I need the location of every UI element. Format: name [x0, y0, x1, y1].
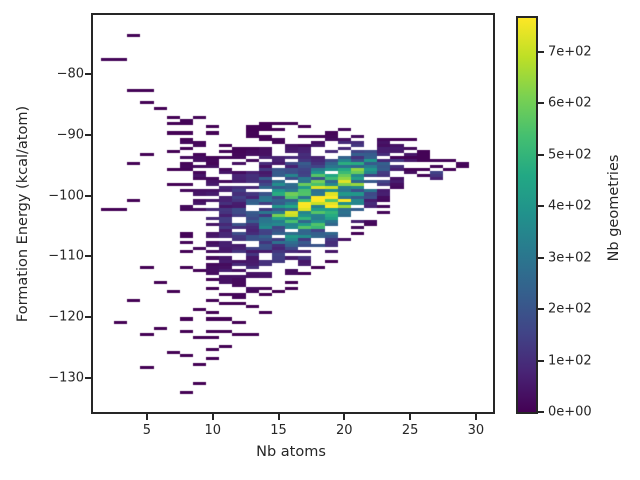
colorbar-tick-mark — [538, 256, 544, 259]
x-tick-label: 20 — [336, 423, 353, 438]
y-tick-label: −100 — [48, 188, 84, 203]
colorbar-tick-mark — [538, 205, 544, 208]
y-axis-label: Formation Energy (kcal/atom) — [14, 105, 31, 323]
y-tick-mark — [85, 72, 91, 75]
colorbar-tick-label: 3e+02 — [548, 250, 592, 266]
x-tick-label: 25 — [401, 423, 419, 438]
colorbar-tick-mark — [538, 102, 544, 105]
x-tick-mark — [474, 414, 477, 420]
heatmap-canvas — [93, 15, 493, 412]
x-axis-label: Nb atoms — [256, 443, 326, 460]
y-tick-label: −80 — [56, 66, 84, 82]
colorbar-tick-label: 1e+02 — [548, 353, 592, 369]
y-tick-label: −110 — [48, 248, 84, 264]
y-tick-label: −130 — [48, 370, 84, 386]
y-tick-label: −120 — [48, 309, 84, 325]
colorbar-tick-label: 5e+02 — [548, 147, 592, 163]
x-tick-mark — [277, 414, 280, 420]
colorbar-tick-mark — [538, 153, 544, 156]
colorbar-tick-label: 6e+02 — [548, 95, 592, 111]
colorbar-tick-mark — [538, 359, 544, 362]
y-tick-mark — [85, 316, 91, 319]
colorbar-tick-label: 0e+00 — [548, 404, 592, 420]
x-tick-label: 15 — [270, 423, 287, 438]
y-tick-mark — [85, 377, 91, 380]
x-tick-mark — [211, 414, 214, 420]
y-tick-label: −90 — [56, 127, 84, 143]
colorbar-tick-label: 7e+02 — [548, 44, 592, 60]
x-tick-mark — [343, 414, 346, 420]
x-tick-mark — [145, 414, 148, 420]
colorbar-tick-mark — [538, 308, 544, 311]
x-tick-label: 30 — [467, 423, 485, 438]
x-tick-label: 10 — [204, 423, 222, 438]
colorbar-tick-label: 2e+02 — [548, 301, 592, 317]
x-tick-mark — [409, 414, 412, 420]
colorbar-tick-mark — [538, 411, 544, 413]
colorbar-tick-mark — [538, 50, 544, 53]
y-tick-mark — [85, 255, 91, 258]
y-tick-mark — [85, 133, 91, 136]
x-tick-label: 5 — [142, 423, 152, 438]
colorbar-tick-label: 4e+02 — [548, 198, 592, 214]
colorbar-gradient — [518, 18, 536, 412]
colorbar-label: Nb geometries — [605, 154, 622, 262]
y-tick-mark — [85, 194, 91, 197]
colorbar — [516, 16, 538, 414]
